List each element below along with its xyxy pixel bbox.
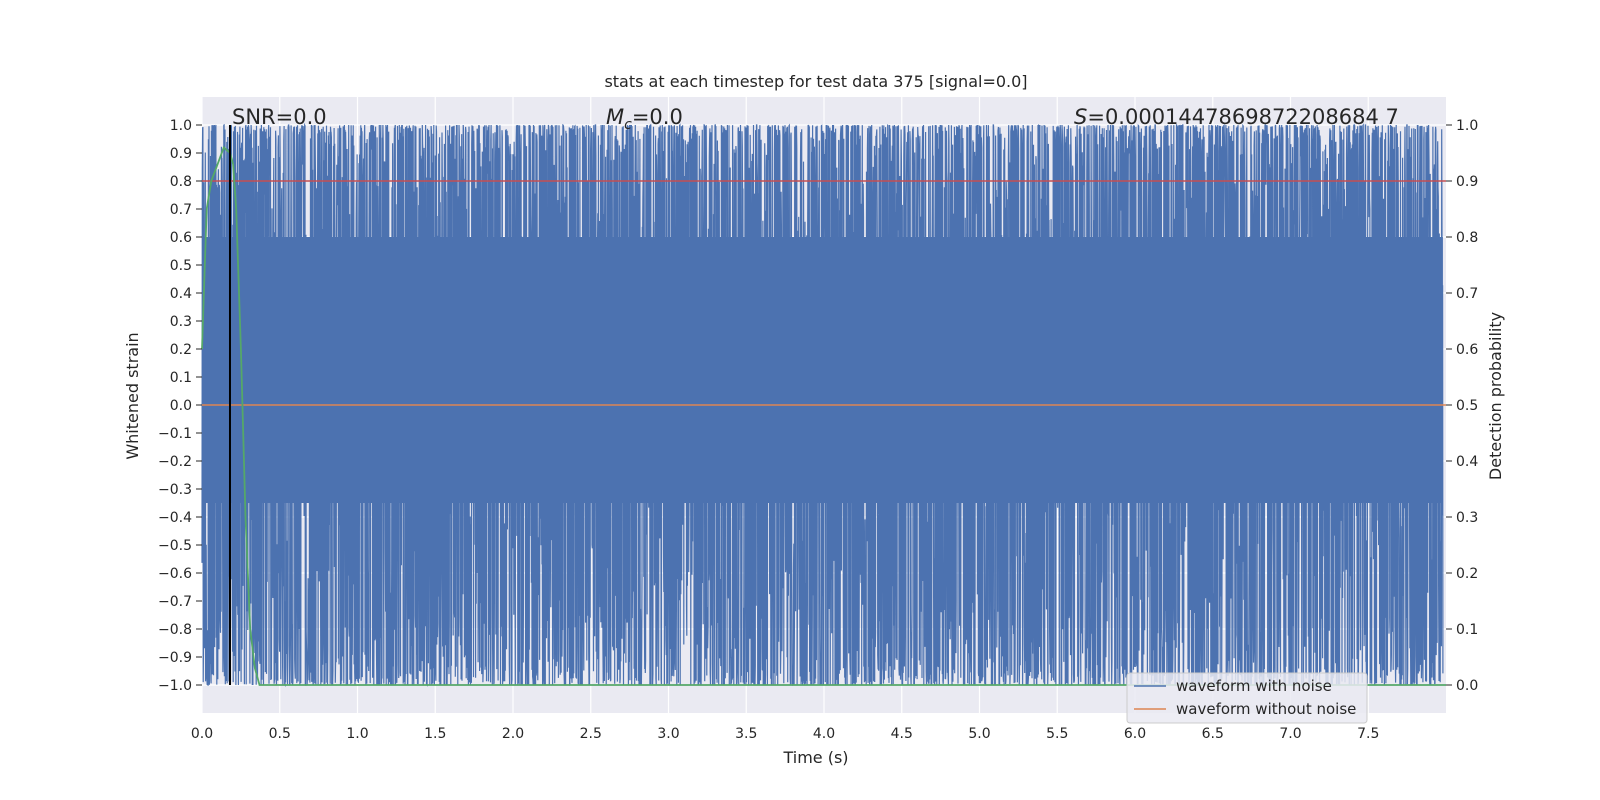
legend-box [1126, 672, 1368, 724]
x-tick-label: 4.0 [813, 726, 835, 742]
series-lines [201, 125, 1446, 686]
right-tick-label: 0.0 [1456, 678, 1478, 694]
left-tick-label: −0.9 [158, 650, 192, 666]
left-tick-label: 0.7 [170, 202, 192, 218]
chirp-mass-value: =0.0 [632, 105, 683, 129]
x-axis-ticks: 0.0 0.5 1.0 1.5 2.0 2.5 3.0 3.5 4.0 4.5 5.0 5.5 6.0 6… [191, 726, 1380, 742]
detection-probability-line [201, 145, 1446, 686]
left-tick-label: 0.2 [170, 342, 192, 358]
legend-label-clean: waveform without noise [1176, 700, 1356, 718]
left-tick-label: 0.0 [170, 398, 192, 414]
left-tick-label: −0.1 [158, 426, 192, 442]
s-statistic-value: =0.0001447869872208684 7 [1087, 105, 1399, 129]
left-tick-label: 0.5 [170, 258, 192, 274]
chirp-mass-symbol: M [606, 105, 624, 129]
right-tick-label: 0.7 [1456, 286, 1478, 302]
right-tick-label: 0.8 [1456, 230, 1478, 246]
left-axis-label: Whitened strain [123, 332, 142, 459]
left-tick-label: −1.0 [158, 678, 192, 694]
x-tick-label: 7.0 [1279, 726, 1301, 742]
x-tick-label: 0.0 [191, 726, 213, 742]
left-tick-label: 0.4 [170, 286, 192, 302]
left-axis-ticks: 1.0 0.9 0.8 0.7 0.6 0.5 0.4 0.3 0.2 0.1 0.0 −0.1 −0.… [158, 118, 202, 694]
x-tick-label: 5.5 [1046, 726, 1068, 742]
right-axis-ticks: 1.0 0.9 0.8 0.7 0.6 0.5 0.4 0.3 0.2 0.1 0.0 [1446, 118, 1478, 694]
x-tick-label: 6.0 [1124, 726, 1146, 742]
x-axis-label: Time (s) [782, 748, 848, 767]
chirp-mass-annotation: Mc=0.0 [606, 105, 683, 133]
x-tick-label: 1.5 [424, 726, 446, 742]
legend-label-noise: waveform with noise [1176, 677, 1332, 695]
left-tick-label: 0.1 [170, 370, 192, 386]
x-tick-label: 2.0 [502, 726, 524, 742]
left-tick-label: −0.6 [158, 566, 192, 582]
right-tick-label: 0.3 [1456, 510, 1478, 526]
x-tick-label: 7.5 [1357, 726, 1379, 742]
series-waveform-with-noise [201, 122, 1444, 688]
left-tick-label: −0.4 [158, 510, 192, 526]
chart-title: stats at each timestep for test data 375… [604, 72, 1027, 91]
chirp-mass-subscript: c [624, 117, 632, 133]
right-tick-label: 0.1 [1456, 622, 1478, 638]
right-tick-label: 0.4 [1456, 454, 1478, 470]
s-statistic-symbol: S [1074, 105, 1087, 129]
right-axis-label: Detection probability [1486, 312, 1505, 480]
left-tick-label: 1.0 [170, 118, 192, 134]
left-tick-label: −0.3 [158, 482, 192, 498]
snr-annotation: SNR=0.0 [232, 105, 327, 129]
x-tick-label: 0.5 [269, 726, 291, 742]
left-tick-label: 0.3 [170, 314, 192, 330]
left-tick-label: 0.6 [170, 230, 192, 246]
right-tick-label: 0.6 [1456, 342, 1478, 358]
noise-dense-band [202, 237, 1443, 503]
left-tick-label: −0.5 [158, 538, 192, 554]
right-tick-label: 0.2 [1456, 566, 1478, 582]
right-tick-label: 0.5 [1456, 398, 1478, 414]
x-tick-label: 4.5 [891, 726, 913, 742]
x-tick-label: 1.0 [346, 726, 368, 742]
left-tick-label: −0.8 [158, 622, 192, 638]
legend: waveform with noise waveform without noi… [1126, 672, 1368, 724]
left-tick-label: 0.9 [170, 146, 192, 162]
left-tick-label: −0.7 [158, 594, 192, 610]
x-tick-label: 5.0 [968, 726, 990, 742]
right-tick-label: 0.9 [1456, 174, 1478, 190]
x-tick-label: 2.5 [580, 726, 602, 742]
x-tick-label: 6.5 [1202, 726, 1224, 742]
x-tick-label: 3.0 [657, 726, 679, 742]
right-tick-label: 1.0 [1456, 118, 1478, 134]
s-statistic-annotation: S=0.0001447869872208684 7 [1074, 105, 1399, 129]
x-tick-label: 3.5 [735, 726, 757, 742]
left-tick-label: 0.8 [170, 174, 192, 190]
left-tick-label: −0.2 [158, 454, 192, 470]
